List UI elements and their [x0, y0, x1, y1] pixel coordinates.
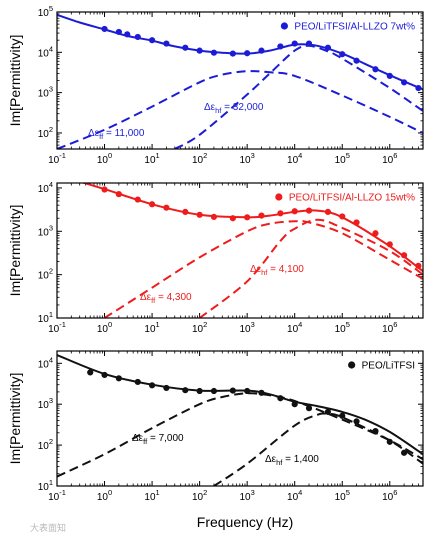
- x-tick-label: 103: [240, 320, 255, 335]
- data-point: [229, 214, 237, 222]
- x-tick-label: 105: [335, 320, 350, 335]
- x-tick-label: 102: [192, 151, 207, 166]
- x-tick-label: 100: [97, 320, 112, 335]
- relaxation-strength-label: Δεff = 4,300: [140, 292, 192, 305]
- y-tick-label: 103: [38, 85, 53, 100]
- x-tick-label: 104: [287, 488, 302, 503]
- y-tick-label: 104: [38, 355, 53, 370]
- plot-frame: [56, 350, 424, 487]
- plot-area: [57, 354, 423, 486]
- relaxation-strength-label: Δεhf = 4,100: [250, 264, 304, 277]
- y-tick-label: 105: [38, 4, 53, 19]
- x-tick-label: 101: [144, 320, 159, 335]
- plot-frame: [56, 182, 424, 319]
- fit-line: [80, 183, 423, 273]
- x-tick-label: 106: [382, 151, 397, 166]
- fit-component-line: [198, 218, 423, 318]
- relaxation-strength-label: Δεhf = 32,000: [204, 102, 264, 115]
- x-tick-label: 10-1: [48, 151, 66, 166]
- fit-component-line: [174, 44, 423, 149]
- relaxation-strength-label: Δεff = 11,000: [88, 128, 145, 141]
- legend: PEO/LiTFSI/Al-LLZO 15wt%: [275, 193, 415, 204]
- legend: PEO/LiTFSI/Al-LLZO 7wt%: [280, 22, 415, 33]
- legend-label: PEO/LiTFSI/Al-LLZO 15wt%: [289, 193, 415, 204]
- x-tick-label: 100: [97, 488, 112, 503]
- legend-marker: [348, 361, 356, 369]
- y-tick-label: 104: [38, 44, 53, 59]
- plot-area: [80, 183, 423, 318]
- fit-component-line: [57, 70, 423, 149]
- y-tick-label: 103: [38, 396, 53, 411]
- y-tick-label: 102: [38, 267, 53, 282]
- x-tick-label: 104: [287, 320, 302, 335]
- plot-frame: [56, 11, 424, 150]
- y-tick-label: 104: [38, 180, 53, 195]
- x-tick-label: 103: [240, 151, 255, 166]
- x-tick-label: 105: [335, 488, 350, 503]
- x-tick-label: 106: [382, 320, 397, 335]
- x-axis-label: Frequency (Hz): [197, 514, 293, 530]
- y-tick-label: 103: [38, 223, 53, 238]
- chart-panel-bottom: 10-1 100 101 102 103 104 105 106 101 102 103 104 Im[…: [7, 350, 424, 503]
- fit-component-line: [213, 412, 423, 486]
- plot-area: [57, 13, 423, 149]
- x-tick-label: 101: [144, 488, 159, 503]
- x-tick-label: 104: [287, 151, 302, 166]
- relaxation-strength-label: Δεhf = 1,400: [265, 454, 319, 467]
- y-axis-label: Im[Permittivity]: [7, 35, 23, 127]
- chart-panel-top: 10-1 100 101 102 103 104 105 106 102 103 104 105 Im[…: [7, 4, 424, 166]
- x-tick-label: 102: [192, 320, 207, 335]
- y-tick-label: 102: [38, 437, 53, 452]
- relaxation-strength-label: Δεff = 7,000: [132, 433, 184, 446]
- fit-component-line: [103, 220, 423, 318]
- chart-panel-middle: 10-1 100 101 102 103 104 105 106 101 102 103 104 Im[…: [7, 180, 424, 335]
- legend: PEO/LiTFSI: [348, 361, 415, 372]
- legend-marker: [275, 193, 283, 201]
- x-tick-label: 101: [144, 151, 159, 166]
- x-tick-label: 105: [335, 151, 350, 166]
- x-tick-label: 102: [192, 488, 207, 503]
- legend-label: PEO/LiTFSI: [362, 361, 415, 372]
- y-axis-label: Im[Permittivity]: [7, 373, 23, 465]
- y-tick-label: 102: [38, 125, 53, 140]
- fit-line: [57, 13, 423, 91]
- fit-component-line: [57, 392, 423, 478]
- x-tick-label: 10-1: [48, 320, 66, 335]
- y-tick-label: 101: [38, 478, 53, 493]
- x-tick-label: 100: [97, 151, 112, 166]
- x-tick-label: 103: [240, 488, 255, 503]
- watermark: 大表面知: [30, 522, 66, 534]
- y-axis-label: Im[Permittivity]: [7, 205, 23, 297]
- legend-marker: [280, 22, 289, 30]
- x-tick-label: 106: [382, 488, 397, 503]
- legend-label: PEO/LiTFSI/Al-LLZO 7wt%: [294, 22, 415, 33]
- x-tick-label: 10-1: [48, 488, 66, 503]
- y-tick-label: 101: [38, 310, 53, 325]
